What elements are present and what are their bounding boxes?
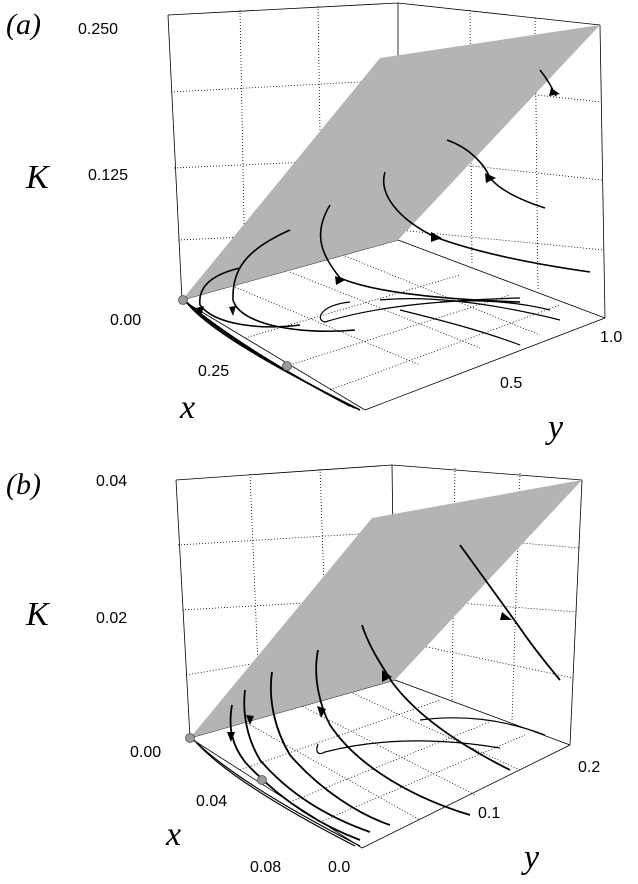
panel-b-y-tick-01: 0.1 [478,805,500,822]
arrow-b1 [500,612,512,620]
panel-b-fixed-point-mid [257,775,267,785]
panel-a-z-tick-mid: 0.125 [88,167,128,184]
panel-b-z-tick-bottom: 0.00 [130,744,161,761]
panel-b-x-tick-04: 0.04 [196,793,227,810]
trajectory-b2 [361,624,511,771]
panel-b-fixed-point-origin [185,733,195,743]
panel-b-label: (b) [6,468,41,501]
trajectory-b10 [419,717,546,736]
arrow-b5 [227,732,235,742]
panel-b-z-tick-mid: 0.02 [96,610,127,627]
panel-a-x-tick: 0.25 [198,363,229,380]
arrow-a4 [335,276,345,285]
trajectory-a12 [399,309,521,346]
panel-b-y-tick-00: 0.0 [328,859,350,876]
trajectory-b4 [269,671,391,826]
panel-b-x-axis-title: x [165,816,181,853]
trajectory-b7 [195,741,361,847]
panel-a-label: (a) [6,8,41,41]
trajectory-a10 [319,297,521,323]
panel-a-z-tick-bottom: 0.00 [110,312,141,329]
arrow-b2 [382,670,392,682]
trajectory-b8 [193,739,356,847]
panel-a-x-axis-title: x [179,389,195,426]
panel-b-z-tick-top: 0.04 [96,473,127,490]
panel-a-fixed-point-origin [178,295,188,305]
panel-b-x-tick-08: 0.08 [250,859,281,876]
trajectory-a13 [439,300,551,311]
arrow-a3 [431,232,442,242]
arrow-a5 [229,306,236,316]
panel-b-z-axis-title: K [25,596,51,633]
panel-a-z-tick-top: 0.250 [78,21,118,38]
trajectory-b9 [316,740,501,755]
panel-a-z-axis-title: K [25,159,51,196]
panel-a-arrows [196,88,560,316]
arrow-a1 [549,88,560,96]
panel-a-y-axis-title: y [545,409,564,446]
panel-b-trajectories [193,544,561,847]
trajectory-a5 [232,229,356,333]
panel-a-fixed-point-mid [282,361,292,371]
arrow-b4 [246,715,254,725]
arrow-a6 [196,306,204,316]
panel-a: (a) 0.250 0.125 0.00 K 0.25 x 1.0 0.5 y [6,2,622,446]
arrow-b3 [317,706,326,718]
panel-a-y-tick-05: 0.5 [500,375,522,392]
panel-b-y-tick-02: 0.2 [578,759,600,776]
trajectory-a6 [199,267,301,328]
panel-b: (b) 0.04 0.02 0.00 K 0.04 x 0.08 0.2 0.1… [6,464,600,876]
panel-b-arrows [227,612,512,742]
panel-a-y-tick-1: 1.0 [600,329,622,346]
arrow-a2 [485,173,496,183]
trajectory-b1 [459,544,561,681]
panel-b-y-axis-title: y [521,839,540,876]
panel-b-surface [190,480,582,738]
trajectory-b3 [315,649,471,816]
trajectory-b6 [229,704,361,841]
trajectory-b5 [243,689,371,833]
trajectory-a11 [379,298,561,321]
